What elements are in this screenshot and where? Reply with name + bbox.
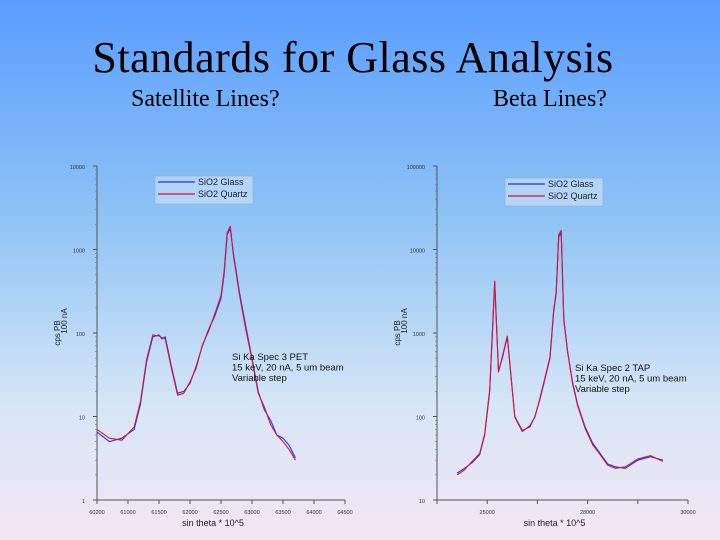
- x-axis-label: sin theta * 10^5: [524, 518, 586, 528]
- y-axis-label-2: 100 nA: [400, 308, 409, 334]
- legend-box: [504, 177, 604, 207]
- annotation-line: Variable step: [232, 373, 287, 384]
- x-tick-label: 63500: [275, 510, 290, 516]
- x-tick-label: 61000: [120, 510, 135, 516]
- y-tick-label: 1000: [73, 249, 85, 255]
- y-tick-label: 1000: [413, 332, 425, 338]
- x-tick-label: 30000: [680, 510, 695, 516]
- series-line-quartz: [96, 225, 296, 461]
- series-line-quartz: [456, 229, 664, 476]
- subtitle-left: Satellite Lines?: [131, 86, 280, 112]
- y-tick-label: 100: [416, 416, 425, 422]
- legend-label: SiO2 Quartz: [548, 191, 598, 201]
- x-tick-label: 62500: [213, 510, 228, 516]
- annotation-line: Si Ka Spec 3 PET: [232, 352, 308, 363]
- x-tick-label: 60200: [89, 510, 104, 516]
- slide-title: Standards for Glass Analysis: [92, 33, 614, 82]
- y-tick-label: 10000: [70, 165, 85, 171]
- legend-label: SiO2 Glass: [198, 177, 244, 187]
- legend-box: [154, 175, 254, 205]
- annotation-line: 15 keV, 20 nA, 5 um beam: [232, 363, 344, 374]
- x-tick-label: 63000: [244, 510, 259, 516]
- y-axis-label: cps PB: [393, 320, 402, 345]
- y-axis-label: cps PB: [53, 320, 62, 345]
- x-tick-label: 28000: [580, 510, 595, 516]
- subtitle-right: Beta Lines?: [493, 86, 607, 112]
- y-tick-label: 10: [79, 416, 85, 422]
- legend-label: SiO2 Glass: [548, 179, 594, 189]
- annotation-line: Variable step: [575, 384, 630, 395]
- x-tick-label: 62000: [182, 510, 197, 516]
- y-tick-label: 100: [76, 332, 85, 338]
- y-tick-label: 100000: [407, 165, 425, 171]
- x-tick-label: 64500: [337, 510, 352, 516]
- y-axis-label-2: 100 nA: [60, 308, 69, 334]
- annotation-line: Si Ka Spec 2 TAP: [575, 363, 650, 374]
- x-tick-label: 25000: [480, 510, 495, 516]
- series-line-glass: [456, 231, 664, 474]
- chart-group: 1 10 100 1000 10000 60200 61000 61500 62000 62500…: [53, 165, 353, 528]
- x-axis-label: sin theta * 10^5: [182, 518, 244, 528]
- y-tick-label: 10: [419, 499, 425, 505]
- annotation-line: 15 keV, 20 nA, 5 um beam: [575, 374, 687, 385]
- y-tick-label: 10000: [410, 249, 425, 255]
- x-tick-label: 64000: [306, 510, 321, 516]
- chart-group: 10 100 1000 10000 100000 25000 28000 30000 cps P…: [393, 165, 696, 528]
- x-tick-label: 61500: [151, 510, 166, 516]
- legend-label: SiO2 Quartz: [198, 189, 248, 199]
- y-tick-label: 1: [82, 499, 85, 505]
